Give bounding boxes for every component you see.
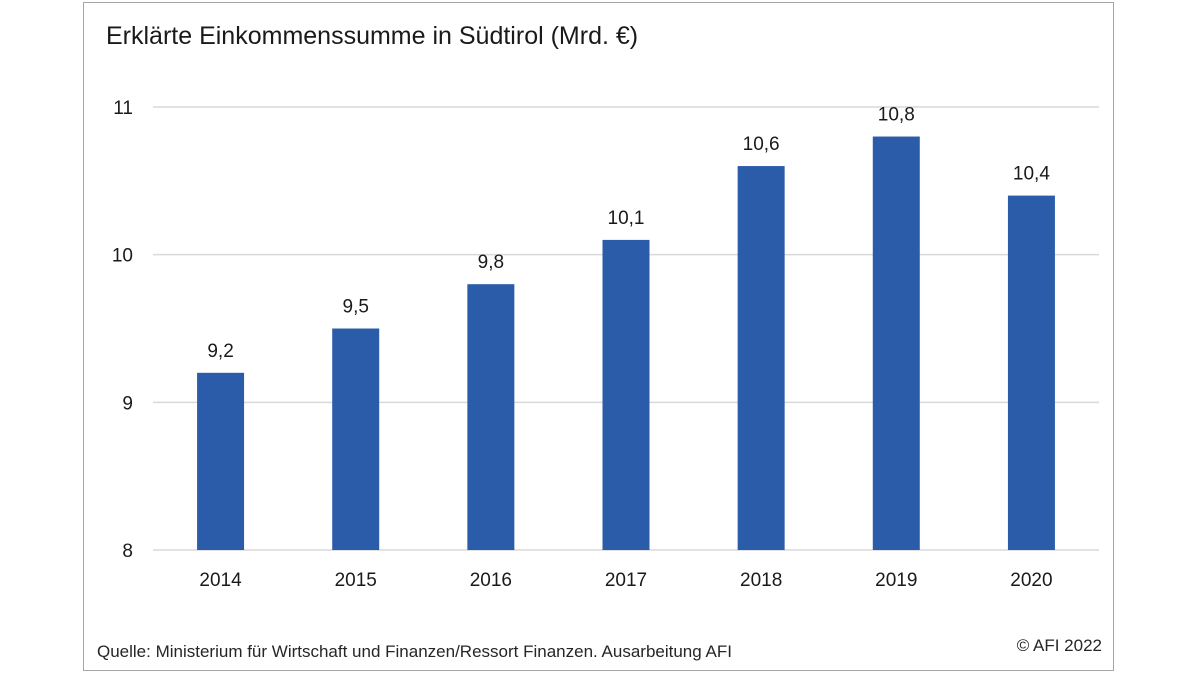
data-label: 9,8 — [478, 252, 504, 273]
bar — [872, 136, 920, 551]
source-note: Quelle: Ministerium für Wirtschaft und F… — [97, 642, 732, 661]
x-tick-label: 2016 — [470, 570, 512, 591]
bars — [197, 136, 1055, 551]
bar — [467, 284, 515, 550]
bar — [1007, 195, 1055, 550]
bar — [197, 372, 245, 550]
copyright-note: © AFI 2022 — [1016, 636, 1102, 655]
chart-title: Erklärte Einkommenssumme in Südtirol (Mr… — [106, 22, 639, 50]
data-label: 10,8 — [878, 105, 915, 126]
bar — [602, 239, 650, 550]
y-tick-label: 9 — [122, 393, 133, 414]
x-tick-label: 2019 — [875, 570, 917, 591]
y-tick-label: 11 — [113, 98, 133, 119]
data-label: 9,2 — [207, 341, 233, 362]
bar — [737, 166, 785, 551]
x-axis-ticks: 2014 2015 2016 2017 2018 2019 2020 — [199, 570, 1052, 591]
y-axis-ticks: 8 9 10 11 — [112, 98, 133, 562]
data-label: 10,6 — [743, 134, 780, 155]
x-tick-label: 2020 — [1010, 570, 1052, 591]
x-tick-label: 2017 — [605, 570, 647, 591]
chart-frame — [83, 2, 1114, 671]
y-tick-label: 8 — [122, 541, 133, 562]
x-tick-label: 2014 — [199, 570, 242, 591]
y-tick-label: 10 — [112, 246, 133, 267]
x-tick-label: 2015 — [335, 570, 377, 591]
data-label: 10,1 — [608, 208, 645, 229]
bar — [332, 328, 380, 550]
data-label: 10,4 — [1013, 164, 1050, 185]
x-tick-label: 2018 — [740, 570, 782, 591]
data-label: 9,5 — [343, 297, 369, 318]
data-labels: 9,2 9,5 9,8 10,1 10,6 10,8 10,4 — [207, 105, 1050, 362]
